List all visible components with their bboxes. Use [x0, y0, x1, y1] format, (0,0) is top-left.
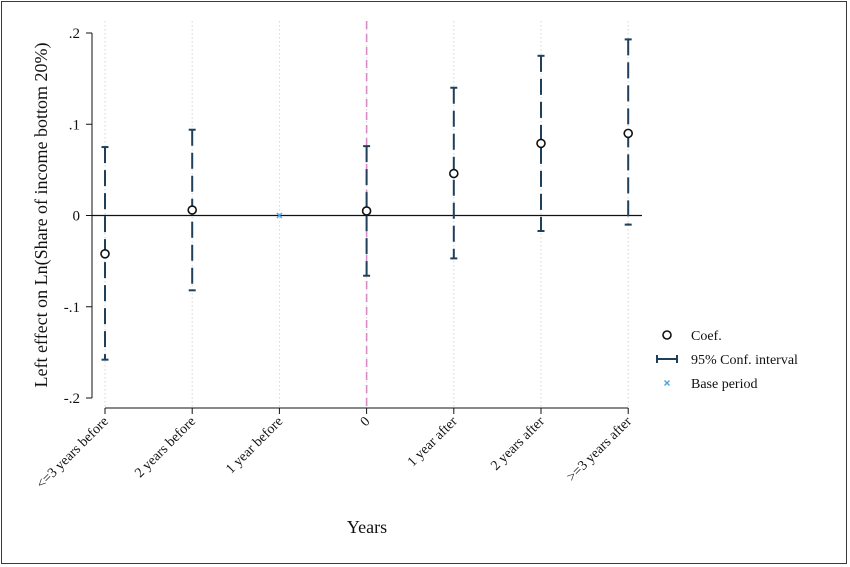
y-tick-label: 0	[73, 209, 81, 225]
x-tick-label: 2 years after	[488, 414, 548, 474]
y-tick-label: -.2	[64, 391, 80, 407]
x-tick-label: 1 year after	[405, 414, 461, 470]
legend-symbol-base	[664, 380, 670, 386]
coef-marker	[187, 205, 197, 215]
coef-marker	[536, 138, 546, 149]
x-tick-label: <=3 years before	[34, 414, 112, 492]
x-tick-label: 2 years before	[132, 414, 199, 481]
x-tick-label: 0	[358, 414, 374, 430]
legend: Coef. 95% Conf. interval Base period	[656, 329, 798, 392]
legend-label: 95% Conf. interval	[691, 353, 798, 368]
coef-marker	[100, 249, 110, 259]
x-tick-label: 1 year before	[223, 414, 286, 477]
y-tick-label: .2	[69, 26, 80, 42]
y-axis-title: Left effect on Ln(Share of income bottom…	[31, 42, 52, 387]
tick-layer: .2 .1 0 -.1 -.2 <=3 years before 2 years befor…	[34, 26, 635, 492]
coef-marker	[623, 128, 634, 139]
y-tick-label: -.1	[64, 300, 80, 316]
legend-label: Coef.	[691, 329, 722, 344]
legend-symbol-coef	[662, 330, 672, 340]
x-tick-label: >=3 years after	[564, 414, 635, 485]
legend-label: Base period	[691, 377, 757, 392]
coef-marker	[448, 168, 459, 179]
base-period-marker	[276, 212, 283, 219]
coef-marker	[361, 206, 372, 216]
y-tick-label: .1	[69, 117, 80, 133]
marker-layer	[100, 128, 634, 259]
x-axis-title: Years	[347, 517, 387, 537]
